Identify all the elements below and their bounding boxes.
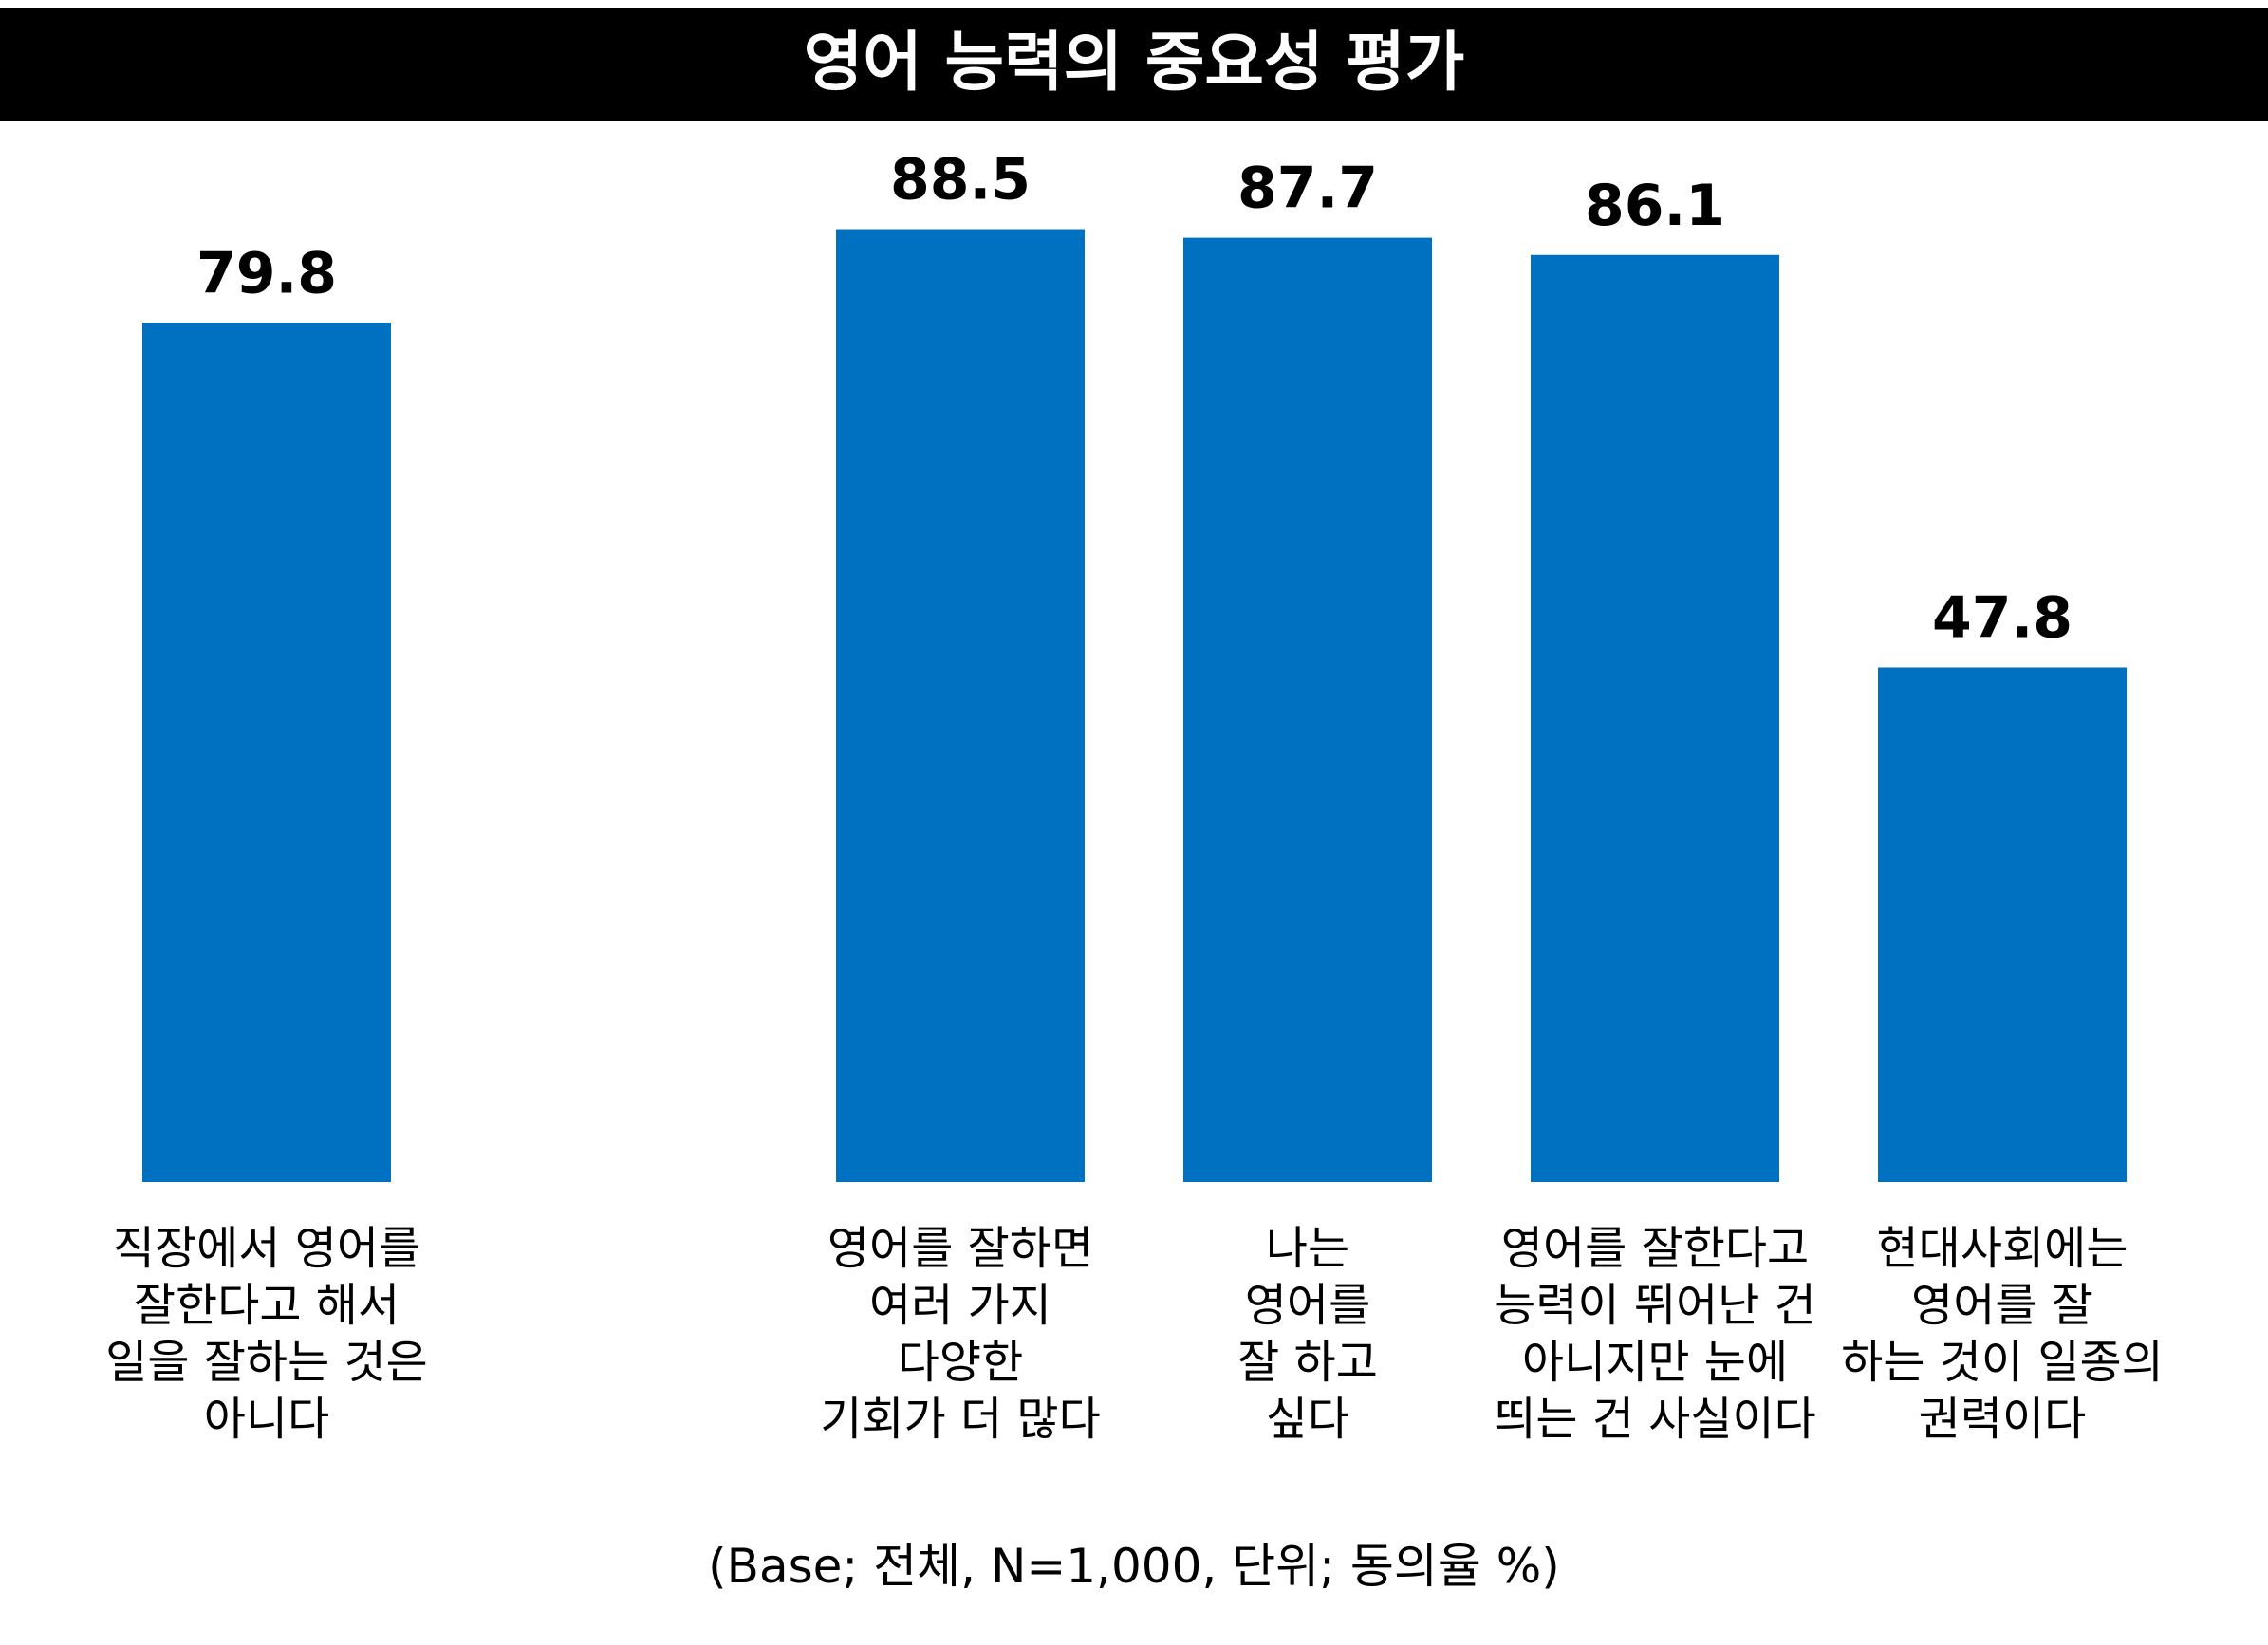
category-label-line: 영어를 잘한다고: [1501, 1222, 1809, 1275]
category-label-line: 하는 것이 일종의: [1841, 1336, 2164, 1389]
category-label-line: 현대사회에는: [1877, 1222, 2129, 1275]
category-label-line: 잘 하고: [1237, 1336, 1378, 1389]
category-label-line: 아니지만 눈에: [1522, 1336, 1788, 1389]
category-label-line: 싶다: [1266, 1393, 1349, 1446]
category-label-line: 영어를: [1245, 1279, 1370, 1332]
category-label-line: 직장에서 영어를: [113, 1222, 420, 1275]
bar-value-label: 79.8: [196, 240, 337, 306]
category-label-line: 능력이 뛰어난 건: [1494, 1279, 1816, 1332]
chart-title: 영어 능력의 중요성 평가: [804, 26, 1465, 101]
title-banner: [0, 8, 2268, 121]
footnote: (Base; 전체, N=1,000, 단위; 동의율 %): [708, 1539, 1560, 1594]
category-label-line: 기회가 더 많다: [820, 1393, 1100, 1446]
category-label-line: 영어를 잘: [1911, 1279, 2093, 1332]
value-labels-group: 79.8 88.5 87.7 86.1 47.8: [196, 147, 2073, 652]
category-label-line: 권력이다: [1919, 1393, 2087, 1446]
bar: [836, 229, 1085, 1182]
category-label-line: 잘한다고 해서: [134, 1279, 400, 1332]
bar-value-label: 87.7: [1237, 156, 1378, 222]
category-label-line: 띄는 건 사실이다: [1494, 1393, 1816, 1446]
bar: [142, 323, 391, 1182]
category-label-line: 일을 잘하는 것은: [105, 1336, 428, 1389]
bar-value-label: 47.8: [1932, 584, 2073, 651]
category-label-line: 다양한: [898, 1336, 1023, 1389]
category-label-line: 아니다: [204, 1393, 329, 1446]
category-label-line: 여러 가지: [869, 1279, 1051, 1332]
bar: [1183, 237, 1432, 1183]
category-label-line: 나는: [1266, 1222, 1349, 1275]
bar-value-label: 86.1: [1585, 173, 1725, 239]
category-label-line: 영어를 잘하면: [827, 1222, 1093, 1275]
bar-value-label: 88.5: [890, 147, 1031, 213]
bar: [1531, 254, 1779, 1182]
bar: [1878, 667, 2127, 1182]
bars-group: [142, 229, 2127, 1183]
